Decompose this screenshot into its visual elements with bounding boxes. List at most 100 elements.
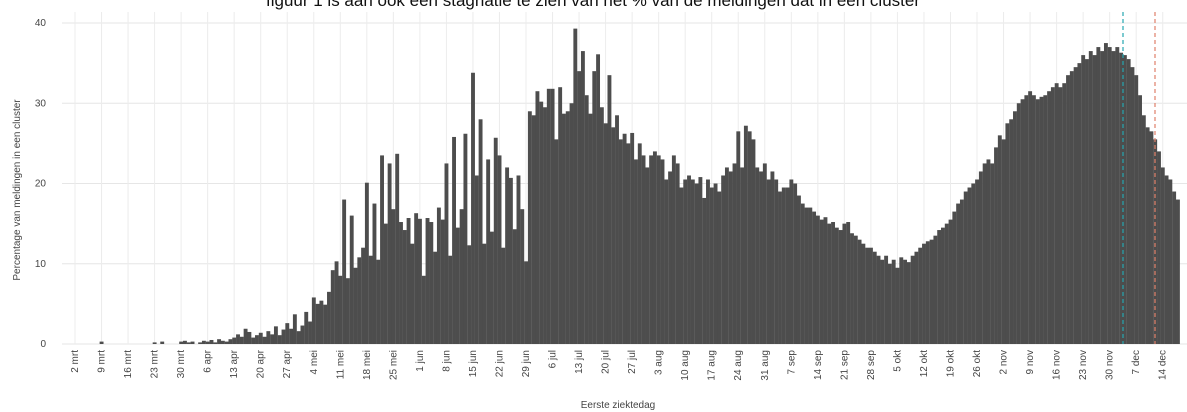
bar [1145, 127, 1150, 344]
bar [308, 321, 312, 344]
bar [342, 199, 347, 344]
x-tick-label: 8 jun [441, 350, 452, 372]
bar [577, 71, 582, 345]
bar [956, 203, 961, 344]
bar [702, 197, 707, 344]
bar [1013, 111, 1017, 345]
bar [1016, 103, 1021, 344]
bar [281, 329, 286, 344]
bar [664, 179, 669, 344]
bar [334, 261, 339, 344]
bar [425, 218, 430, 344]
bar [550, 88, 555, 345]
x-tick-label: 2 mrt [70, 350, 81, 373]
bar [558, 87, 563, 344]
bar [990, 163, 995, 344]
bar [1047, 91, 1052, 345]
bar [906, 262, 911, 344]
bar [296, 331, 301, 344]
bar [277, 335, 282, 344]
bar [615, 115, 619, 344]
bar [637, 143, 642, 344]
bar [247, 331, 252, 344]
bar [1115, 47, 1120, 344]
bar [232, 337, 237, 344]
bar [1160, 167, 1165, 344]
x-tick-label: 13 apr [229, 349, 240, 378]
bar [952, 211, 957, 344]
bar [1172, 191, 1177, 344]
bar [1069, 71, 1074, 345]
bar [861, 243, 866, 344]
bar [770, 171, 775, 344]
bar [819, 219, 824, 344]
bar [850, 233, 854, 344]
bar [736, 131, 741, 344]
bar [228, 339, 233, 344]
bar [179, 341, 184, 344]
bar [1073, 67, 1078, 344]
bar [387, 163, 392, 344]
bar [1153, 139, 1158, 344]
bar [796, 195, 801, 344]
bar [834, 227, 839, 344]
y-tick-label: 20 [35, 179, 47, 190]
x-tick-label: 12 okt [919, 350, 930, 377]
bar [1149, 131, 1154, 344]
caption: figuur 1 is aan ook een stagnatie te zie… [266, 0, 920, 10]
bar [1138, 95, 1142, 344]
bar [755, 167, 760, 344]
bar [361, 247, 366, 344]
bar [573, 28, 578, 345]
bar [789, 179, 794, 344]
bar [562, 113, 566, 345]
bar [971, 183, 976, 344]
bar [918, 247, 923, 344]
bar [865, 247, 870, 344]
bar [1168, 179, 1173, 344]
bar [486, 159, 491, 344]
bar [300, 325, 305, 344]
x-tick-label: 29 jun [521, 350, 532, 377]
bar [982, 163, 987, 344]
bar [781, 187, 786, 344]
bar [622, 133, 627, 344]
bar [213, 342, 218, 344]
bar [978, 171, 983, 344]
bar [289, 328, 294, 344]
bar [596, 54, 601, 345]
bar [186, 342, 191, 344]
bar [505, 167, 510, 344]
bar [399, 222, 403, 344]
bar [376, 259, 381, 344]
bar [808, 207, 813, 344]
bar [1126, 59, 1131, 345]
bar [501, 247, 506, 344]
bars [99, 28, 1180, 345]
bar [497, 155, 502, 344]
bar [463, 133, 468, 344]
bar [778, 191, 782, 344]
bar [251, 337, 256, 344]
bar [804, 207, 809, 344]
bar [747, 131, 752, 344]
bar [338, 275, 343, 344]
bar [444, 163, 449, 344]
bar [414, 213, 419, 344]
bar [853, 235, 858, 344]
bar [880, 259, 885, 344]
bar [535, 91, 540, 345]
bar [645, 167, 650, 344]
bar [922, 243, 926, 344]
bar [1141, 115, 1146, 344]
bar [724, 167, 729, 344]
bar [410, 243, 415, 344]
x-axis-label: Eerste ziektedag [581, 400, 656, 411]
bar [1058, 87, 1063, 344]
bar [1088, 51, 1093, 345]
bar [1024, 95, 1029, 344]
bar [785, 187, 790, 344]
bar [239, 336, 244, 344]
bar [1081, 55, 1086, 344]
bar [649, 155, 654, 344]
